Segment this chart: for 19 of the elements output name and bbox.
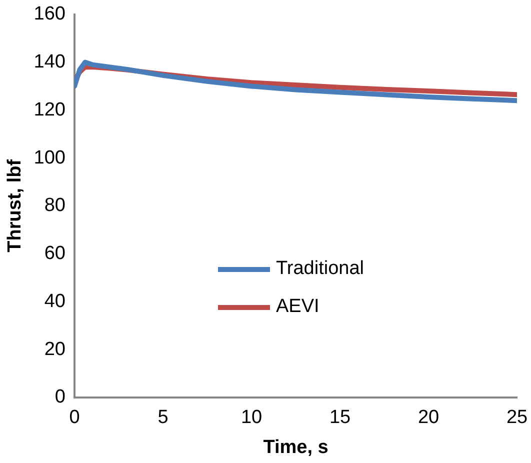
y-tick-label: 160 [34,4,66,25]
x-tick-label: 20 [418,407,440,428]
y-tick-label: 40 [44,290,66,312]
y-tick-label: 60 [44,243,66,264]
x-tick-label: 5 [158,407,168,428]
y-tick-label: 100 [34,147,66,168]
legend-label: AEVI [276,296,320,318]
legend-label: Traditional [276,258,364,280]
x-tick-label: 25 [506,407,528,428]
x-axis-title: Time, s [263,436,328,458]
x-tick-label: 15 [329,407,351,428]
y-tick-label: 0 [54,386,66,408]
x-tick-label: 10 [240,407,262,428]
y-tick-label: 80 [44,195,66,216]
y-tick-label: 120 [34,99,66,120]
y-tick-label: 140 [34,52,66,73]
y-axis-title: Thrust, lbf [4,158,26,252]
x-tick-label: 0 [69,407,80,428]
y-tick-label: 20 [44,338,66,360]
